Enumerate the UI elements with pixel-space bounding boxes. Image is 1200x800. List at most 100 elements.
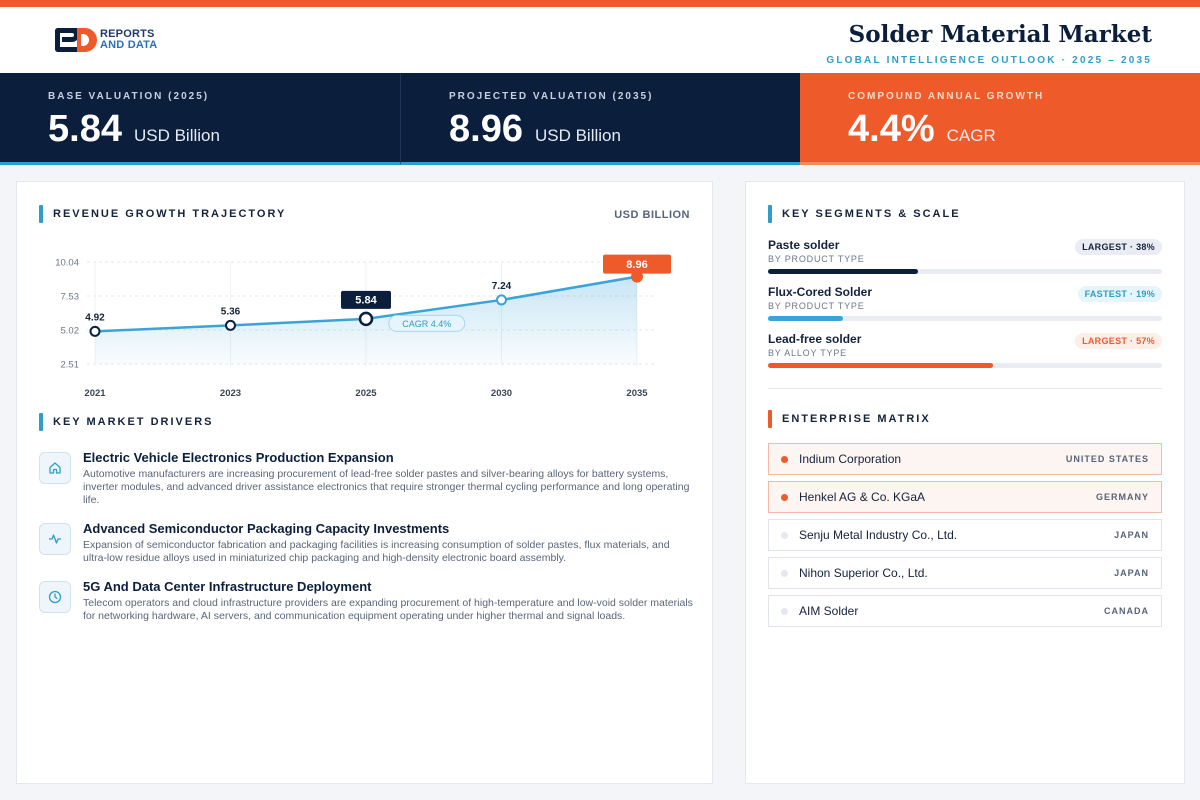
enterprise-name: Nihon Superior Co., Ltd. — [799, 566, 928, 580]
drivers-section-header: KEY MARKET DRIVERS — [39, 413, 213, 431]
data-label: 8.96 — [626, 259, 647, 271]
enterprise-country: JAPAN — [1114, 530, 1149, 540]
segment-name: Paste solder — [768, 238, 840, 252]
enterprise-country: JAPAN — [1114, 568, 1149, 578]
segment-badge: LARGEST · 38% — [1075, 239, 1162, 255]
driver-text: Automotive manufacturers are increasing … — [83, 468, 690, 506]
driver-text: Telecom operators and cloud infrastructu… — [83, 597, 693, 622]
kpi-value: 4.4% — [848, 108, 935, 150]
kpi-label: COMPOUND ANNUAL GROWTH — [848, 91, 1045, 102]
kpi-row: BASE VALUATION (2025) 5.84 USD Billion P… — [0, 73, 1200, 165]
segment-category: BY PRODUCT TYPE — [768, 301, 865, 311]
drivers-list: Electric Vehicle Electronics Production … — [39, 450, 694, 637]
segment-category: BY ALLOY TYPE — [768, 348, 847, 358]
logo-line-1: REPORTS — [100, 28, 155, 40]
projected-value-badge — [603, 254, 671, 274]
segment-item: Flux-Cored Solder BY PRODUCT TYPE FASTES… — [768, 285, 1162, 332]
segment-name: Flux-Cored Solder — [768, 285, 873, 299]
enterprise-country: CANADA — [1104, 606, 1149, 616]
kpi-value: 8.96 — [449, 108, 523, 150]
enterprise-row: Nihon Superior Co., Ltd. JAPAN — [768, 557, 1162, 589]
logo-mark-icon — [55, 28, 97, 52]
segments-section-header: KEY SEGMENTS & SCALE — [768, 205, 961, 223]
status-dot — [781, 607, 788, 615]
driver-item: Advanced Semiconductor Packaging Capacit… — [39, 521, 694, 565]
data-label: 5.36 — [221, 306, 241, 317]
x-tick-label: 2021 — [84, 388, 106, 399]
x-tick-label: 2023 — [220, 388, 241, 399]
logo-line-2: AND DATA — [100, 39, 158, 51]
enterprise-name: AIM Solder — [799, 604, 859, 618]
status-dot — [781, 493, 788, 501]
enterprise-country: UNITED STATES — [1065, 454, 1149, 464]
segment-bar-fill — [768, 269, 918, 274]
chart-unit-label: USD BILLION — [614, 209, 690, 221]
section-divider — [768, 388, 1162, 389]
kpi-base-valuation: BASE VALUATION (2025) 5.84 USD Billion — [0, 73, 400, 165]
data-point — [496, 294, 507, 306]
kpi-unit: USD Billion — [133, 126, 220, 145]
enterprise-matrix: Indium Corporation UNITED STATES Henkel … — [768, 443, 1162, 633]
matrix-section-header: ENTERPRISE MATRIX — [768, 410, 931, 428]
cagr-annotation: CAGR 4.4% — [402, 319, 451, 329]
segment-category: BY PRODUCT TYPE — [768, 254, 865, 264]
segment-bar-track — [768, 316, 1162, 321]
segment-item: Lead-free solder BY ALLOY TYPE LARGEST ·… — [768, 332, 1162, 379]
enterprise-row: AIM Solder CANADA — [768, 595, 1162, 627]
status-dot — [781, 531, 788, 539]
home-icon — [39, 452, 71, 484]
data-label: 4.92 — [85, 312, 105, 323]
base-value-badge — [341, 290, 391, 309]
cagr-annotation-pill — [388, 314, 466, 332]
chart-section-header: REVENUE GROWTH TRAJECTORY — [39, 205, 286, 223]
segment-bar-fill — [768, 363, 993, 368]
chart-section-title: REVENUE GROWTH TRAJECTORY — [53, 208, 287, 220]
data-label: 5.84 — [355, 294, 377, 306]
x-tick-label: 2035 — [626, 388, 648, 399]
kpi-unit: USD Billion — [534, 126, 621, 145]
segment-badge: LARGEST · 57% — [1075, 333, 1162, 349]
segment-name: Lead-free solder — [768, 332, 862, 346]
driver-title: Advanced Semiconductor Packaging Capacit… — [83, 521, 450, 536]
logo-text: REPORTS AND DATA — [100, 29, 157, 51]
kpi-cagr: COMPOUND ANNUAL GROWTH 4.4% CAGR — [800, 73, 1200, 165]
enterprise-row: Indium Corporation UNITED STATES — [768, 443, 1162, 475]
y-tick-label: 7.53 — [61, 292, 80, 303]
driver-item: Electric Vehicle Electronics Production … — [39, 450, 694, 507]
revenue-chart: 10.04 7.53 5.02 2.51 2021 2023 2025 2030 2035 CAG… — [55, 254, 671, 399]
company-logo: REPORTS AND DATA — [55, 27, 157, 53]
status-dot — [781, 455, 788, 463]
header: REPORTS AND DATA Solder Material Market … — [0, 7, 1200, 73]
enterprise-name: Senju Metal Industry Co., Ltd. — [799, 528, 958, 542]
enterprise-name: Indium Corporation — [799, 452, 902, 466]
clock-icon — [39, 581, 71, 613]
enterprise-country: GERMANY — [1095, 492, 1149, 502]
enterprise-row: Senju Metal Industry Co., Ltd. JAPAN — [768, 519, 1162, 551]
page-title: Solder Material Market — [848, 21, 1152, 48]
data-point — [225, 319, 236, 331]
kpi-label: PROJECTED VALUATION (2035) — [449, 91, 654, 102]
data-point-base — [358, 311, 374, 327]
drivers-section-title: KEY MARKET DRIVERS — [53, 416, 214, 428]
driver-item: 5G And Data Center Infrastructure Deploy… — [39, 579, 694, 623]
kpi-value: 5.84 — [48, 108, 122, 150]
y-tick-label: 5.02 — [61, 326, 80, 337]
right-panel: KEY SEGMENTS & SCALE Paste solder BY PRO… — [745, 181, 1185, 784]
segment-bar-track — [768, 269, 1162, 274]
x-tick-label: 2025 — [355, 388, 377, 399]
segment-badge: FASTEST · 19% — [1077, 286, 1162, 302]
data-point — [89, 325, 101, 337]
driver-text: Expansion of semiconductor fabrication a… — [83, 539, 670, 564]
y-tick-label: 2.51 — [61, 360, 80, 371]
status-dot — [781, 569, 788, 577]
x-tick-label: 2030 — [491, 388, 512, 399]
matrix-section-title: ENTERPRISE MATRIX — [782, 413, 931, 425]
enterprise-name: Henkel AG & Co. KGaA — [799, 490, 926, 504]
page-subtitle: GLOBAL INTELLIGENCE OUTLOOK · 2025 – 203… — [826, 55, 1152, 66]
top-accent-bar — [0, 0, 1200, 7]
segment-bar-fill — [768, 316, 843, 321]
data-point-projected — [631, 270, 643, 283]
kpi-label: BASE VALUATION (2025) — [48, 91, 210, 102]
left-panel: REVENUE GROWTH TRAJECTORY USD BILLION 10… — [16, 181, 713, 784]
enterprise-row: Henkel AG & Co. KGaA GERMANY — [768, 481, 1162, 513]
